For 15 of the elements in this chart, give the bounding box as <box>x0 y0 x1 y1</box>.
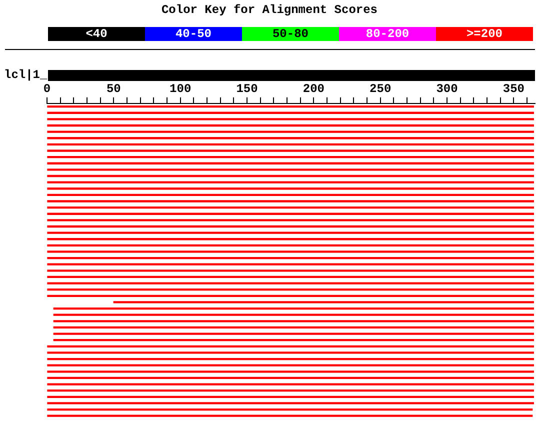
x-tick-label: 350 <box>502 82 524 96</box>
x-tick-label: 150 <box>236 82 258 96</box>
x-tick-label: 50 <box>106 82 121 96</box>
category-label: 40-50 <box>145 27 242 41</box>
text: Color Key for Alignment Scores <box>160 3 379 17</box>
x-tick-label: 200 <box>302 82 324 96</box>
x-tick-label: 0 <box>43 82 51 96</box>
category-label: 80-200 <box>339 27 436 41</box>
x-tick-label: 100 <box>170 82 192 96</box>
category-label: 50-80 <box>242 27 339 41</box>
text: lcl|1_ <box>4 68 48 82</box>
category-label: >=200 <box>436 27 533 41</box>
x-tick-label: 250 <box>370 82 392 96</box>
category-label: <40 <box>48 27 145 41</box>
x-tick-label: 300 <box>436 82 458 96</box>
